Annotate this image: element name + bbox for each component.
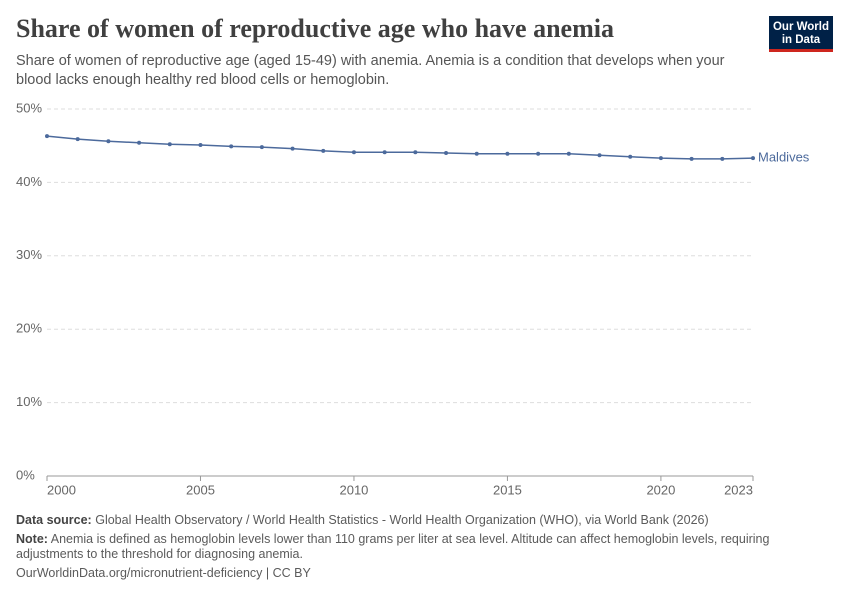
x-tick-label: 2015 [493,482,522,497]
point [597,153,602,158]
point [229,144,234,149]
chart: 0% 10% 20% 30% 40% 50% 2000 2005 2010 2015 2020 202… [16,100,810,497]
point [658,156,663,161]
y-tick-label: 50% [16,100,42,115]
x-tick-label: 2005 [186,482,215,497]
point [689,156,694,161]
point [106,139,111,144]
chart-title: Share of women of reproductive age who h… [16,14,614,43]
source-text: Global Health Observatory / World Health… [95,513,709,527]
footer: Data source: Global Health Observatory /… [16,513,816,585]
y-tick-label: 20% [16,321,42,336]
point [382,150,387,155]
point [413,150,418,155]
chart-subtitle: Share of women of reproductive age (aged… [16,53,725,88]
x-tick-label: 2020 [646,482,675,497]
point [75,137,80,142]
point [444,151,449,156]
point [290,146,295,151]
point [351,150,356,155]
point [45,134,49,139]
note-text: Anemia is defined as hemoglobin levels l… [16,532,770,561]
point [566,151,571,156]
logo-text: Our World [772,21,829,33]
note: Note: Anemia is defined as hemoglobin le… [16,532,816,562]
point [720,156,725,161]
point [321,148,326,153]
point [198,142,203,147]
x-tick-label: 2010 [339,482,368,497]
point [505,151,510,156]
series-line [46,135,754,160]
point [137,140,142,145]
point [167,142,172,147]
y-tick-label: 0% [16,467,35,482]
point [474,151,479,156]
note-label: Note: [16,532,48,546]
logo-text: in Data [781,33,821,46]
point [259,145,264,150]
y-tick-label: 30% [16,247,42,262]
x-tick-label: 2000 [47,482,76,497]
point [751,156,755,161]
url[interactable]: OurWorldinData.org/micronutrient-deficie… [16,566,311,580]
point [628,154,633,159]
x-tick-label: 2023 [724,482,753,497]
logo[interactable]: Our World in Data [769,16,833,52]
source: Data source: Global Health Observatory /… [16,513,816,528]
point [536,151,541,156]
y-tick-label: 10% [16,394,42,409]
source-label: Data source: [16,513,92,527]
series-label: Maldives [758,150,810,165]
y-tick-label: 40% [16,174,42,189]
